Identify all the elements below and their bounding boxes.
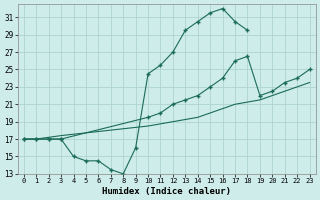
X-axis label: Humidex (Indice chaleur): Humidex (Indice chaleur) xyxy=(102,187,231,196)
